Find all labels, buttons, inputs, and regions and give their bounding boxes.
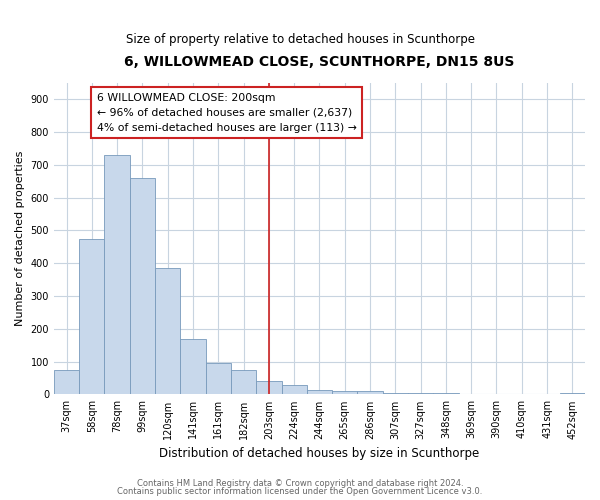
Bar bbox=[560, 393, 585, 394]
Text: Contains public sector information licensed under the Open Government Licence v3: Contains public sector information licen… bbox=[118, 487, 482, 496]
Title: 6, WILLOWMEAD CLOSE, SCUNTHORPE, DN15 8US: 6, WILLOWMEAD CLOSE, SCUNTHORPE, DN15 8U… bbox=[124, 55, 515, 69]
Text: 6 WILLOWMEAD CLOSE: 200sqm
← 96% of detached houses are smaller (2,637)
4% of se: 6 WILLOWMEAD CLOSE: 200sqm ← 96% of deta… bbox=[97, 92, 357, 133]
Bar bbox=[181, 338, 206, 394]
Bar bbox=[54, 370, 79, 394]
Bar bbox=[104, 155, 130, 394]
Bar bbox=[332, 391, 358, 394]
Bar bbox=[206, 362, 231, 394]
Text: Contains HM Land Registry data © Crown copyright and database right 2024.: Contains HM Land Registry data © Crown c… bbox=[137, 479, 463, 488]
Bar bbox=[307, 390, 332, 394]
Bar bbox=[383, 393, 408, 394]
Bar bbox=[231, 370, 256, 394]
Bar bbox=[256, 382, 281, 394]
Bar bbox=[155, 268, 181, 394]
Bar bbox=[130, 178, 155, 394]
Y-axis label: Number of detached properties: Number of detached properties bbox=[15, 151, 25, 326]
Bar bbox=[358, 391, 383, 394]
Text: Size of property relative to detached houses in Scunthorpe: Size of property relative to detached ho… bbox=[125, 32, 475, 46]
Bar bbox=[281, 384, 307, 394]
Bar bbox=[79, 238, 104, 394]
X-axis label: Distribution of detached houses by size in Scunthorpe: Distribution of detached houses by size … bbox=[160, 447, 479, 460]
